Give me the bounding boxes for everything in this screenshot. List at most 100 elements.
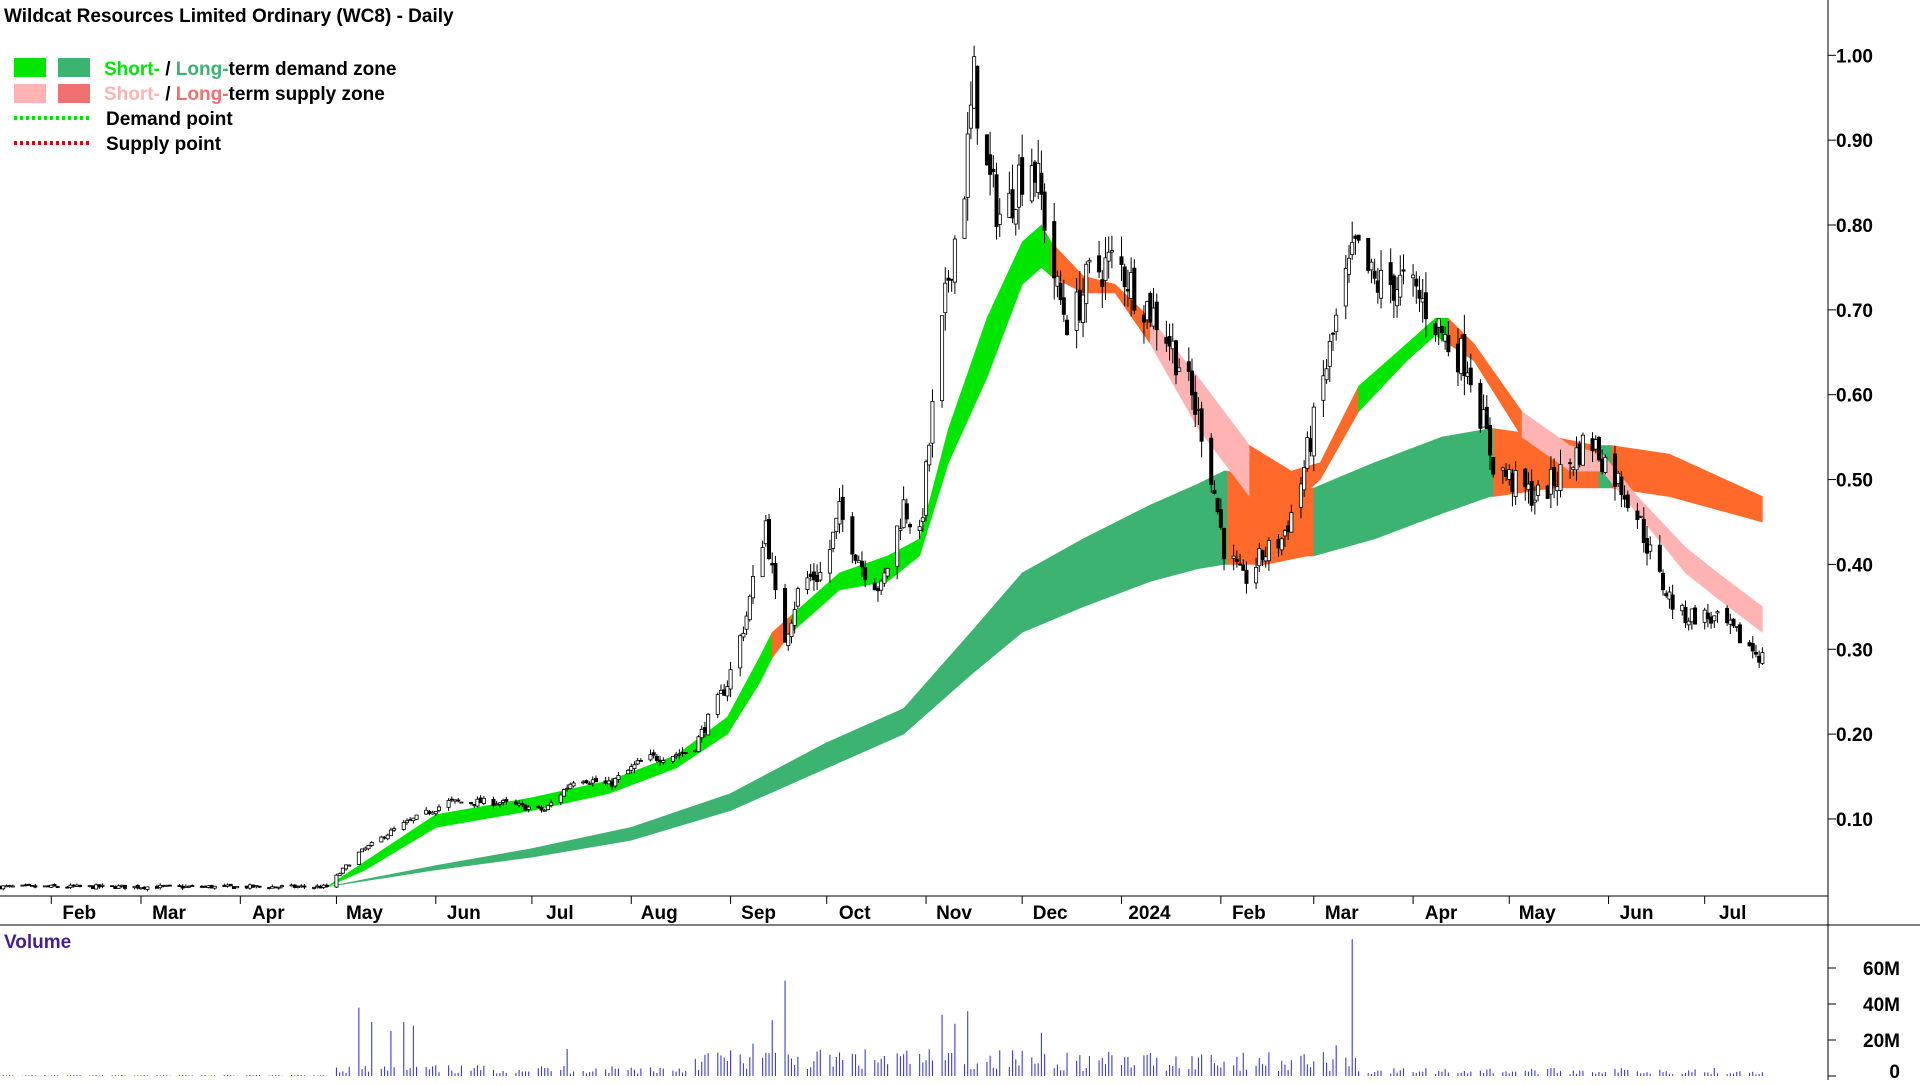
candle-down — [55, 886, 60, 888]
short-term-supply-zone-segment — [1685, 546, 1718, 599]
candle-down — [1462, 334, 1467, 377]
candle-down — [1154, 301, 1159, 331]
candle-down — [122, 884, 127, 889]
legend-long-supply-swatch — [58, 84, 90, 103]
candle-up — [1081, 294, 1086, 323]
candle-down — [840, 496, 845, 520]
candle-up — [4, 885, 9, 888]
candle-up — [763, 520, 768, 545]
candle-up — [1411, 274, 1416, 279]
candle-up — [187, 885, 192, 888]
candle-up — [885, 567, 890, 577]
candle-down — [472, 804, 477, 806]
candle-up — [616, 775, 621, 780]
candle-down — [1661, 572, 1666, 591]
candle-up — [629, 766, 634, 771]
candle-up — [1436, 318, 1441, 328]
candle-up — [786, 633, 791, 647]
candle-down — [1260, 549, 1265, 561]
candle-down — [536, 805, 541, 808]
candle-up — [347, 864, 352, 867]
month-tick-label: May — [1519, 903, 1556, 924]
candle-up — [369, 842, 374, 846]
candle-down — [1353, 235, 1358, 239]
candle-up — [401, 822, 406, 830]
candle-up — [497, 802, 502, 805]
candle-up — [254, 885, 259, 887]
month-tick-label: Apr — [252, 903, 285, 924]
candle-down — [427, 811, 432, 814]
candle-down — [1596, 437, 1601, 461]
candle-up — [494, 803, 499, 806]
candle-down — [520, 803, 525, 805]
candle-up — [917, 526, 922, 532]
candle-up — [558, 794, 563, 803]
candle-down — [1635, 510, 1640, 520]
volume-tick-label: 0 — [1889, 1062, 1900, 1080]
candle-up — [1170, 340, 1175, 350]
long-term-demand-zone-segment — [826, 708, 904, 769]
candle-down — [767, 518, 772, 559]
candle-up — [100, 884, 105, 887]
candle-down — [1622, 495, 1627, 500]
candle-down — [603, 780, 608, 784]
candle-up — [677, 753, 682, 756]
candle-up — [751, 576, 756, 599]
candle-up — [1350, 241, 1355, 256]
candle-up — [827, 549, 832, 574]
candle-up — [363, 847, 368, 851]
price-tick-label: 0.40 — [1836, 555, 1873, 576]
candle-down — [1366, 238, 1371, 271]
month-tick-label: Sep — [741, 903, 776, 924]
candle-down — [1122, 266, 1127, 288]
candle-up — [379, 836, 384, 843]
candle-up — [898, 528, 903, 531]
candle-down — [1641, 518, 1646, 543]
candle-down — [1600, 458, 1605, 472]
candle-down — [770, 562, 775, 566]
candle-down — [853, 554, 858, 561]
candle-down — [209, 885, 214, 889]
candle-up — [1263, 556, 1268, 562]
candle-down — [638, 760, 643, 762]
candle-down — [1186, 361, 1191, 372]
candle-down — [946, 277, 951, 281]
candle-up — [1593, 439, 1598, 450]
candle-up — [699, 728, 704, 739]
legend-supply-short-label: Short- — [104, 84, 160, 105]
candle-up — [158, 884, 163, 889]
price-tick-label: 0.20 — [1836, 725, 1873, 746]
long-term-demand-zone-segment — [730, 742, 828, 811]
candle-down — [1478, 382, 1483, 429]
candle-up — [1029, 165, 1034, 202]
month-tick-label: May — [346, 903, 383, 924]
candle-up — [760, 546, 765, 578]
candle-up — [927, 444, 932, 466]
candle-up — [321, 884, 326, 888]
candle-up — [725, 686, 730, 697]
candle-up — [1298, 483, 1303, 508]
long-term-demand-zone-segment — [1313, 462, 1375, 557]
candle-down — [850, 516, 855, 555]
candle-up — [1177, 367, 1182, 372]
candle-down — [231, 886, 236, 889]
candle-up — [1106, 251, 1111, 262]
candle-down — [1125, 288, 1130, 292]
month-tick-label: Jul — [546, 903, 573, 924]
candle-up — [1532, 499, 1537, 503]
candle-up — [1500, 467, 1505, 471]
candle-down — [1286, 525, 1291, 533]
candle-down — [1372, 270, 1377, 279]
candle-down — [52, 884, 57, 887]
candle-down — [539, 806, 544, 811]
long-term-demand-zone-segment — [531, 827, 632, 858]
candle-up — [1481, 409, 1486, 428]
long-term-demand-zone-segment — [1441, 428, 1491, 514]
candle-down — [302, 885, 307, 888]
candle-up — [459, 801, 464, 804]
candle-down — [1167, 336, 1172, 347]
candle-up — [1667, 591, 1672, 600]
candle-down — [1552, 466, 1557, 487]
short-term-demand-zone-segment — [986, 241, 1023, 378]
candle-up — [164, 884, 169, 887]
